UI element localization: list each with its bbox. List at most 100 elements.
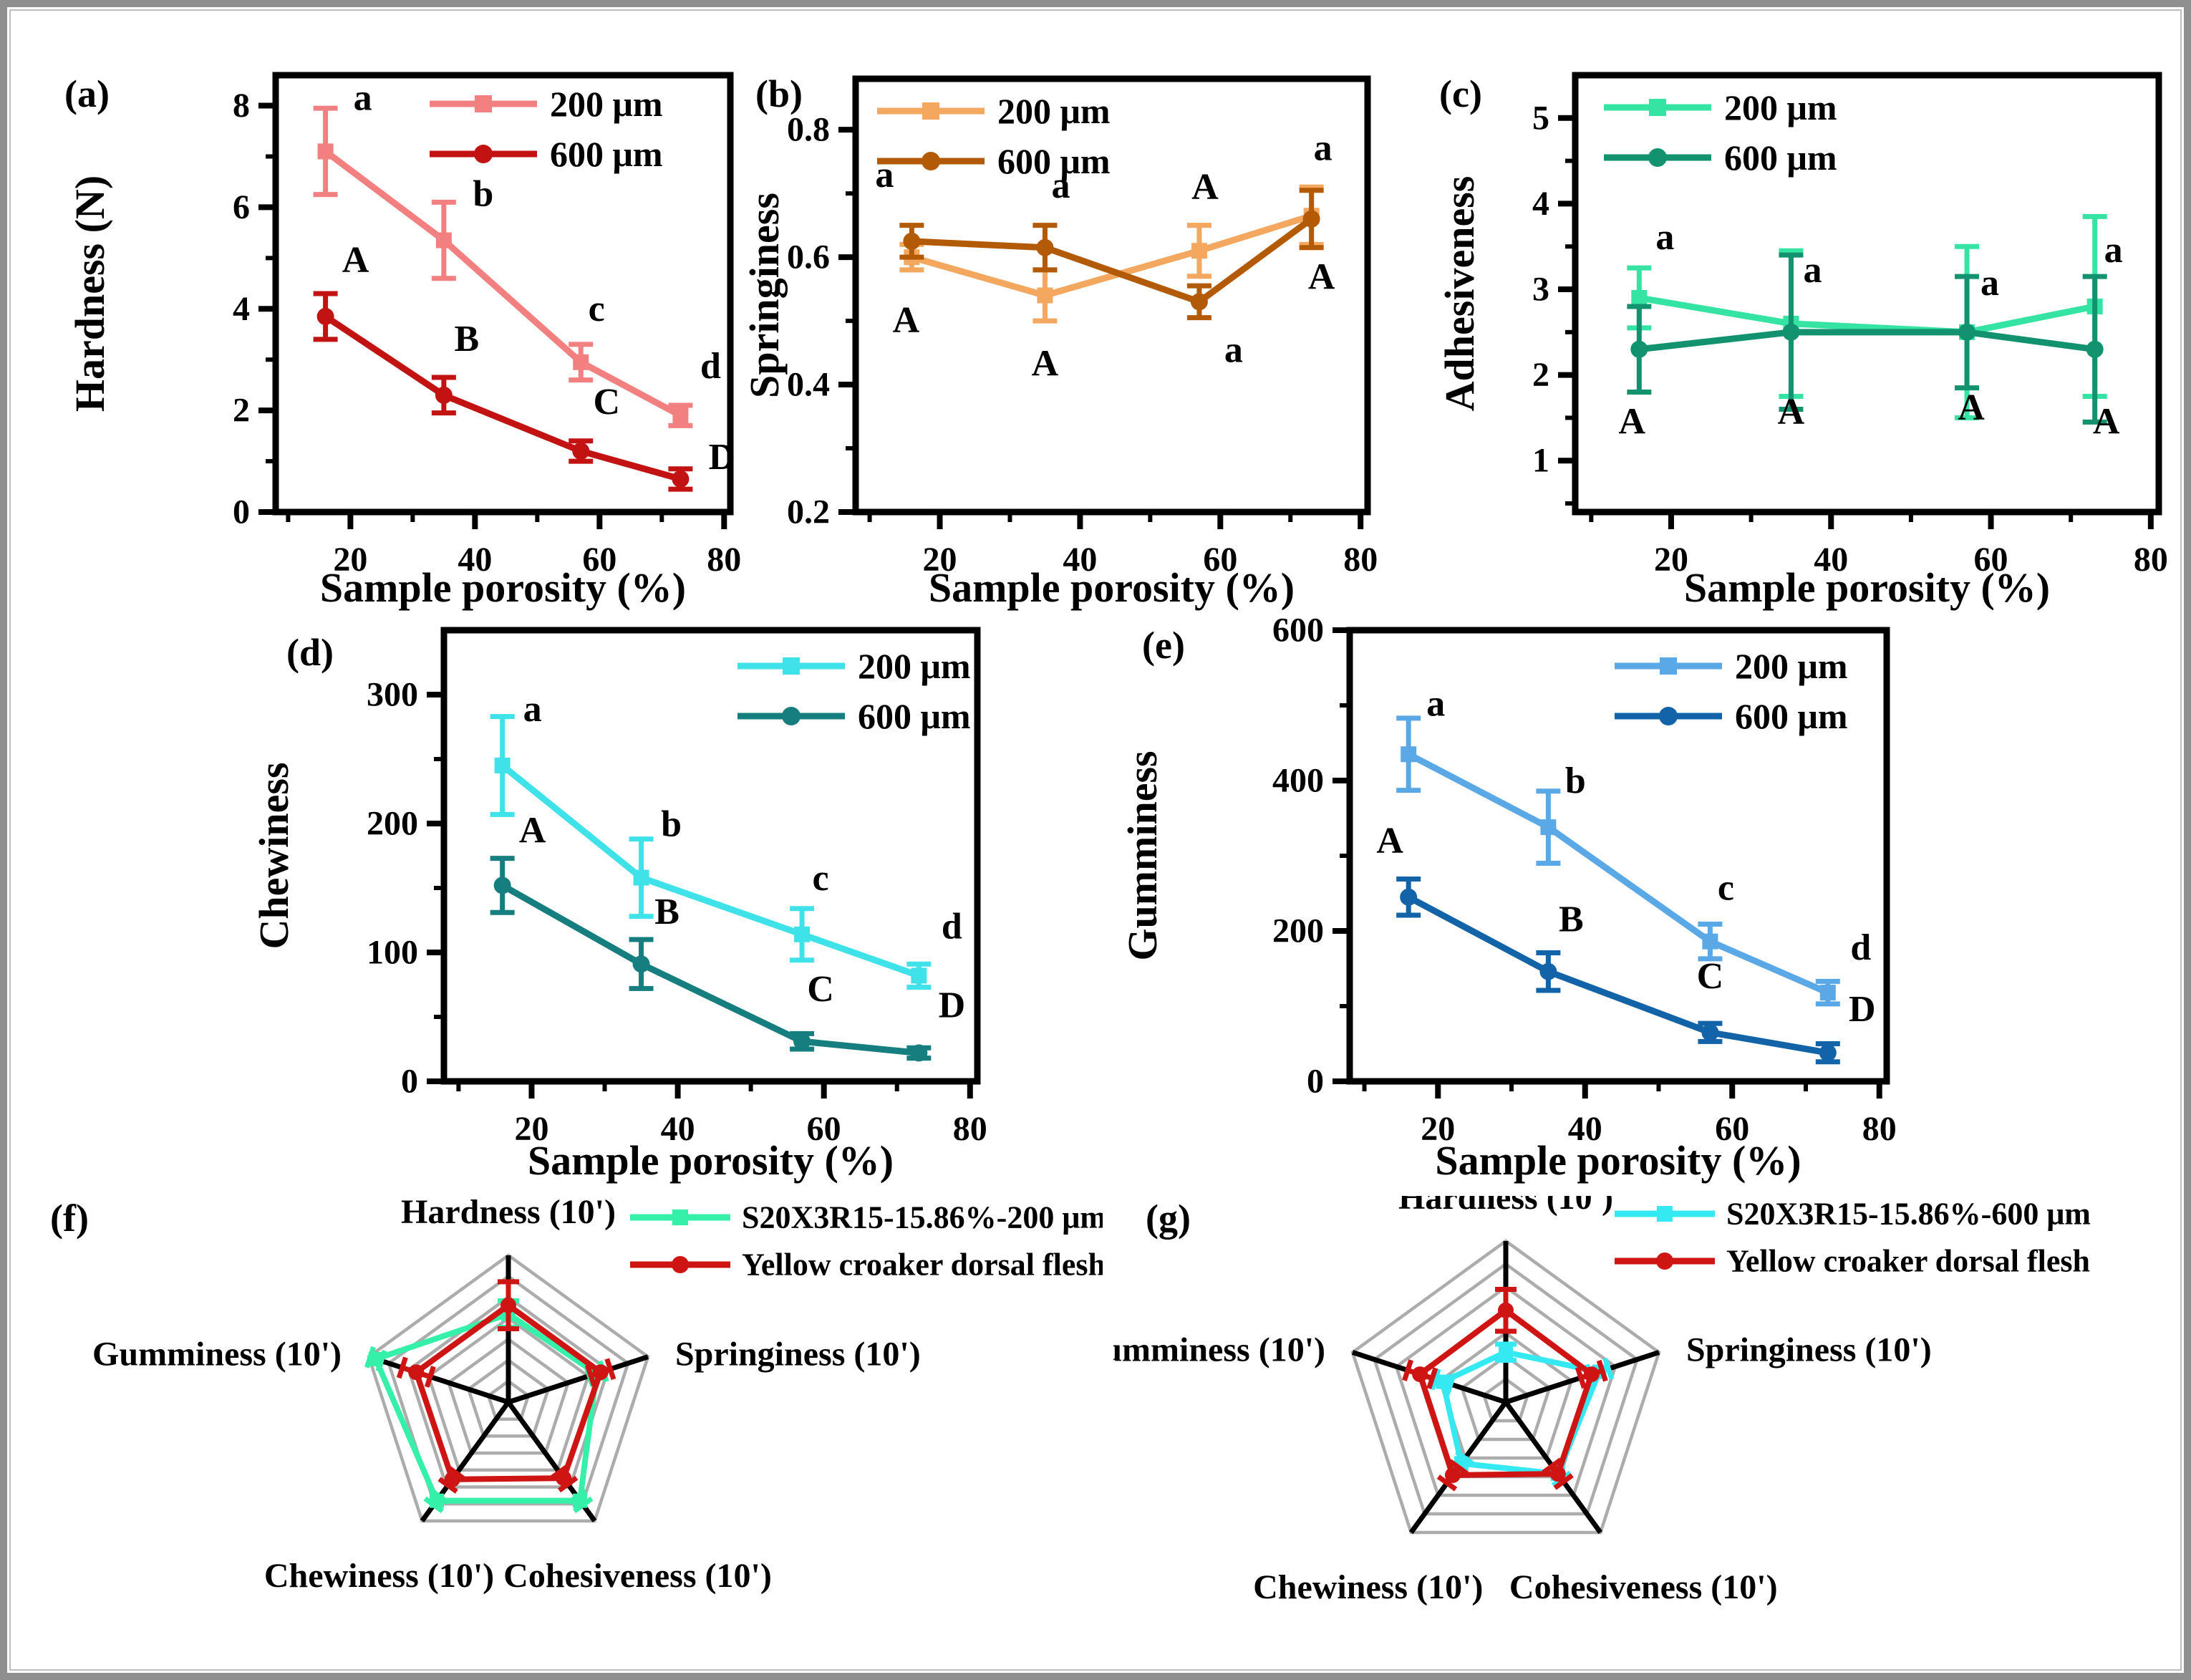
hardness-chart: 20 40 60 80 0 2 4 6 8 Sample porosity (%) Hardness… [43,43,741,627]
significance-letter: D [1849,989,1876,1030]
panel-tag-e: (e) [1142,624,1185,667]
significance-letter: A [342,240,369,281]
x-tick-label: 60 [1974,541,2008,579]
y-tick-label: 8 [233,87,250,125]
y-tick-label: 3 [1532,271,1549,309]
significance-letter: B [654,892,679,932]
significance-letter: A [1619,402,1646,443]
y-tick-label: 300 [367,676,418,714]
panel-gumminess: (e) 20 40 60 80 0 200 400 600 Sample porosity (%… [1099,612,1969,1196]
y-tick-label: 6 [233,188,250,226]
y-tick-label: 2 [233,392,250,430]
significance-letter: d [1850,927,1871,968]
gumminess-chart: 20 40 60 80 0 200 400 600 Sample porosity (%) Gum… [1099,612,1969,1199]
significance-letter: b [473,174,493,215]
radar-series-circle [1402,1287,1608,1492]
radar-axis-label: Cohesiveness (10') [1509,1568,1778,1606]
y-tick-label: 0 [401,1063,418,1101]
radar-chart-600um: Hardness (10') Springiness (10') Cohesiven… [1076,1179,2184,1673]
series-200-μm: a b c d [313,77,721,428]
series-200-μm: a b c d [1396,683,1871,1007]
panel-radar-200um: (f) Hardness (10') Springiness (10') Cohes… [36,1193,1106,1673]
springiness-chart: 20 40 60 80 0.2 0.4 0.6 0.8 Sample porosity (%) S… [741,43,1439,627]
y-axis-title: Hardness (N) [67,175,113,412]
significance-letter: a [1051,165,1070,206]
panel-tag-a: (a) [64,72,110,115]
x-tick-label: 80 [1862,1110,1897,1148]
axes: 20 40 60 80 0 200 400 600 [1272,612,1897,1149]
y-tick-label: 4 [1532,185,1549,223]
adhesiveness-chart: 20 40 60 80 1 2 3 4 5 Sample porosity (%) Adhesive… [1436,43,2170,627]
significance-letter: A [1032,344,1059,385]
legend-label: 600 μm [1735,696,1848,736]
significance-letter: A [1308,256,1335,297]
panel-tag-f: (f) [50,1197,89,1240]
radar-axis-label: Cohesiveness (10') [503,1557,772,1595]
legend-label: 600 μm [858,696,971,736]
axes: 20 40 60 80 0 2 4 6 8 [233,72,741,579]
chart-a: 20 40 60 80 0 2 4 6 8 Sample porosity (%) Hardness… [67,72,741,611]
y-tick-label: 0 [233,493,250,531]
x-tick-label: 80 [2134,541,2168,579]
legend-label: 600 μm [997,141,1111,181]
significance-letter: a [875,155,894,195]
significance-letter: a [1803,250,1822,291]
y-axis-title: Adhesiveness [1439,176,1483,412]
chart-e: 20 40 60 80 0 200 400 600 Sample porosity (%) Gum… [1119,612,1897,1184]
panel-radar-600um: (g) Hardness (10') Springiness (10') Cohes… [1076,1179,2184,1673]
legend: 200 μm 600 μm [430,84,663,174]
legend-label: 200 μm [550,84,663,124]
legend-label: 200 μm [858,646,971,686]
x-tick-label: 80 [953,1110,987,1148]
x-axis-title: Sample porosity (%) [929,564,1295,611]
axes: 20 40 60 80 0.2 0.4 0.6 0.8 [787,75,1378,579]
series-200-μm: a b c d [490,689,962,990]
significance-letter: A [893,300,920,341]
panel-tag-c: (c) [1439,72,1482,115]
significance-letter: b [661,804,682,845]
chart-c: 20 40 60 80 1 2 3 4 5 Sample porosity (%) Adhesive… [1436,72,2168,611]
panel-adhesiveness: (c) 20 40 60 80 1 2 3 4 5 Sample porosity (%) Adhe… [1436,43,2170,623]
panel-springiness: (b) 20 40 60 80 0.2 0.4 0.6 0.8 Sample porosity … [741,43,1439,623]
x-tick-label: 60 [1203,541,1237,579]
significance-letter: a [523,689,542,730]
radar-axis-label: Springiness (10') [675,1336,921,1374]
x-tick-label: 40 [1063,541,1097,579]
radar-legend: S20X3R15-15.86%-600 μm Yellow croaker dor… [1615,1197,2091,1279]
chart-b: 20 40 60 80 0.2 0.4 0.6 0.8 Sample porosity (%) S… [741,75,1378,611]
significance-letter: c [589,289,605,329]
significance-letter: C [593,382,620,423]
y-axis-title: Springiness [748,193,788,398]
significance-letter: a [1426,683,1445,724]
significance-letter: c [813,858,829,899]
significance-letter: a [1980,263,1999,304]
y-tick-label: 4 [233,290,250,328]
series-200-μm: A A A A [893,167,1335,384]
series-600-μm: A B C D [313,240,735,492]
y-tick-label: 600 [1272,612,1324,650]
significance-letter: a [354,77,372,118]
legend: 200 μm 600 μm [1604,87,1837,178]
x-tick-label: 40 [458,541,492,579]
y-tick-label: 0 [1307,1063,1324,1101]
x-tick-label: 60 [1715,1110,1749,1148]
x-axis-title: Sample porosity (%) [320,564,686,611]
significance-letter: b [1565,761,1586,801]
x-tick-label: 40 [1814,541,1848,579]
legend-label: 200 μm [997,91,1111,131]
x-tick-label: 80 [707,541,741,579]
x-tick-label: 20 [1654,541,1688,579]
axes: 20 40 60 80 0 100 200 300 [367,627,987,1148]
significance-letter: a [1655,217,1674,258]
panel-chewiness: (d) 20 40 60 80 0 100 200 300 Sample porosity (%… [236,612,1106,1196]
radar-chart-200um: Hardness (10') Springiness (10') Cohesiven… [36,1193,1106,1673]
x-tick-label: 20 [923,541,957,579]
radar-axis-label: Gumminess (10') [1113,1331,1325,1368]
radar-legend: S20X3R15-15.86%-200 μm Yellow croaker dor… [630,1200,1106,1283]
radar-axis-label: Gumminess (10') [92,1336,342,1374]
y-tick-label: 100 [367,934,418,972]
panel-tag-g: (g) [1146,1197,1191,1240]
y-tick-label: 400 [1272,762,1324,800]
